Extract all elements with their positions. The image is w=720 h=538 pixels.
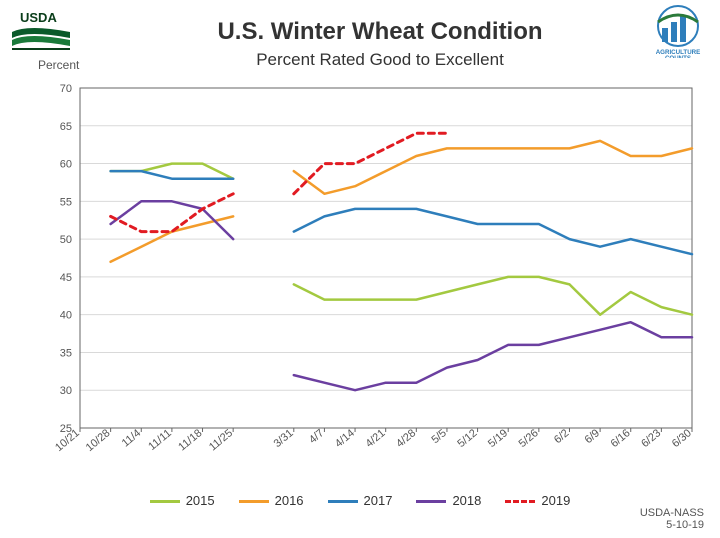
usda-logo: USDA <box>10 8 76 57</box>
svg-text:6/23: 6/23 <box>639 427 663 450</box>
svg-text:4/7: 4/7 <box>307 427 326 446</box>
svg-text:6/2: 6/2 <box>552 427 571 446</box>
svg-text:5/19: 5/19 <box>486 427 510 450</box>
svg-text:60: 60 <box>60 159 72 171</box>
legend-swatch <box>416 500 446 503</box>
legend-item-2016: 2016 <box>239 493 304 508</box>
legend-label: 2019 <box>541 493 570 508</box>
svg-text:6/9: 6/9 <box>583 427 602 446</box>
svg-text:6/16: 6/16 <box>609 427 633 450</box>
line-chart: 2530354045505560657010/2110/2811/411/111… <box>36 80 704 480</box>
svg-text:11/4: 11/4 <box>120 427 143 449</box>
svg-text:5/12: 5/12 <box>455 427 479 450</box>
svg-text:COUNTS: COUNTS <box>665 55 691 58</box>
svg-text:5/26: 5/26 <box>517 427 541 450</box>
legend-swatch <box>328 500 358 503</box>
svg-text:50: 50 <box>60 234 72 246</box>
svg-text:11/25: 11/25 <box>207 427 235 453</box>
svg-text:4/28: 4/28 <box>394 427 418 450</box>
legend: 2015 2016 2017 2018 2019 <box>0 492 720 508</box>
legend-swatch <box>150 500 180 503</box>
legend-label: 2017 <box>364 493 393 508</box>
footer-agency: USDA-NASS <box>640 507 704 519</box>
svg-text:30: 30 <box>60 385 72 397</box>
svg-text:11/18: 11/18 <box>176 427 204 453</box>
series-2019 <box>111 133 447 231</box>
nass-logo: AGRICULTURE COUNTS <box>648 4 708 63</box>
legend-item-2015: 2015 <box>150 493 215 508</box>
svg-text:3/31: 3/31 <box>272 427 296 450</box>
svg-text:40: 40 <box>60 310 72 322</box>
footer: USDA-NASS 5-10-19 <box>640 507 704 532</box>
legend-item-2017: 2017 <box>328 493 393 508</box>
legend-swatch <box>505 500 535 503</box>
legend-item-2019: 2019 <box>505 493 570 508</box>
svg-text:45: 45 <box>60 272 72 284</box>
svg-text:70: 70 <box>60 83 72 95</box>
svg-text:11/11: 11/11 <box>146 427 174 453</box>
chart-subtitle: Percent Rated Good to Excellent <box>160 50 600 70</box>
legend-swatch <box>239 500 269 503</box>
svg-text:35: 35 <box>60 347 72 359</box>
series-2018 <box>111 201 692 390</box>
svg-text:4/21: 4/21 <box>363 427 387 450</box>
legend-label: 2016 <box>275 493 304 508</box>
series-2017 <box>111 171 692 254</box>
svg-text:10/28: 10/28 <box>84 427 113 454</box>
svg-text:6/30: 6/30 <box>670 427 694 450</box>
svg-text:5/5: 5/5 <box>429 427 448 446</box>
footer-date: 5-10-19 <box>666 519 704 531</box>
legend-label: 2015 <box>186 493 215 508</box>
y-axis-label: Percent <box>38 58 79 72</box>
legend-item-2018: 2018 <box>416 493 481 508</box>
legend-label: 2018 <box>452 493 481 508</box>
svg-text:USDA: USDA <box>20 10 57 25</box>
svg-text:65: 65 <box>60 121 72 133</box>
chart-title: U.S. Winter Wheat Condition <box>160 18 600 46</box>
svg-text:4/14: 4/14 <box>333 427 357 450</box>
svg-text:55: 55 <box>60 196 72 208</box>
